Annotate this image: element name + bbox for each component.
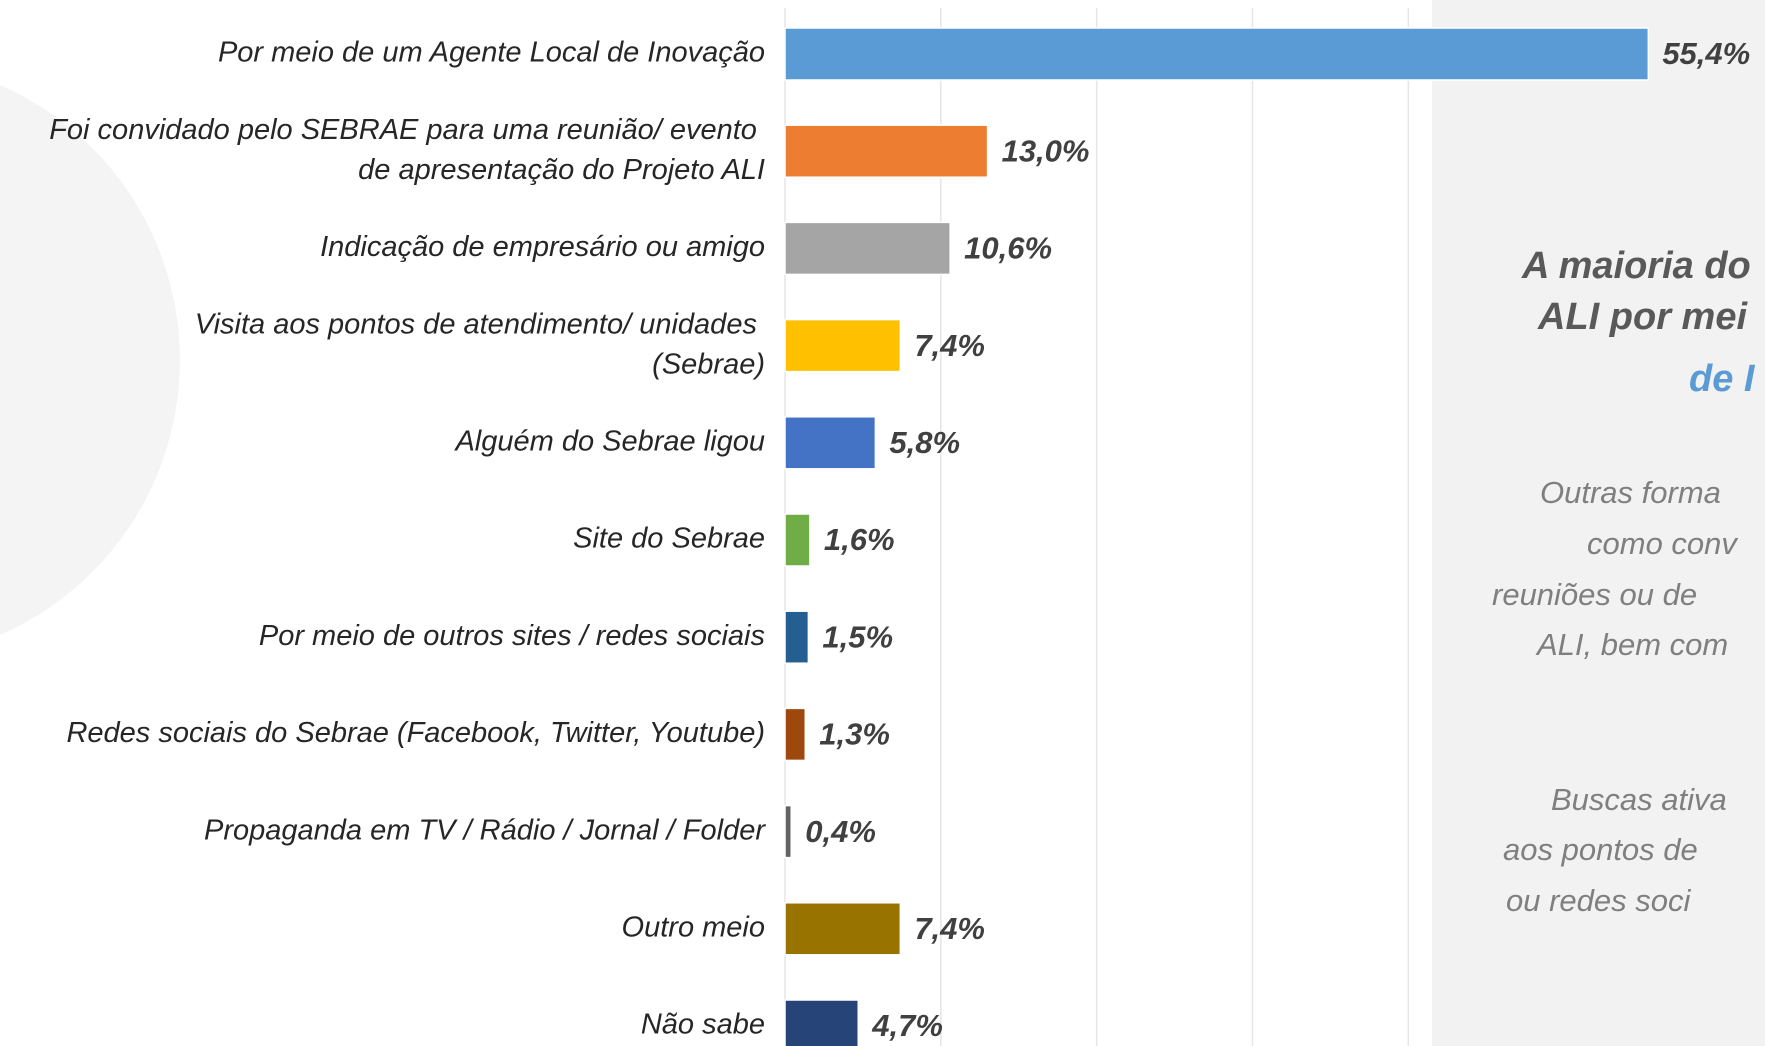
data-label: 1,6%: [824, 522, 895, 557]
bar: [784, 707, 807, 762]
data-label: 10,6%: [964, 231, 1052, 266]
side-panel: [1432, 0, 1765, 1046]
annotation-line: ALI, bem com: [1535, 627, 1728, 662]
bar: [784, 416, 877, 470]
data-label: 0,4%: [805, 814, 876, 849]
category-label: Site do Sebrae: [573, 523, 765, 555]
category-label: Por meio de outros sites / redes sociais: [259, 620, 765, 652]
category-label: Indicação de empresário ou amigo: [320, 231, 765, 263]
annotation-line: aos pontos de: [1503, 832, 1698, 867]
data-label: 55,4%: [1662, 36, 1750, 71]
annotation-line: Outras forma: [1540, 475, 1721, 510]
data-label: 1,5%: [822, 619, 893, 654]
data-label: 5,8%: [889, 425, 960, 460]
bar: [784, 804, 792, 859]
category-label: Foi convidado pelo SEBRAE para uma reuni…: [49, 114, 765, 186]
category-label: Não sabe: [641, 1009, 765, 1041]
data-label: 1,3%: [819, 717, 890, 752]
annotation-line: ou redes soci: [1506, 883, 1691, 918]
bar: [784, 610, 810, 664]
bar: [784, 124, 989, 178]
annotation-line: reuniões ou de: [1492, 577, 1697, 612]
category-label: Outro meio: [622, 911, 765, 943]
category-label: Visita aos pontos de atendimento/ unidad…: [195, 308, 765, 380]
annotation-line: ALI por mei: [1537, 296, 1748, 338]
category-label: Propaganda em TV / Rádio / Jornal / Fold…: [204, 814, 766, 846]
bar: [784, 318, 902, 373]
bar: [784, 902, 902, 956]
annotation-line: A maioria do: [1521, 245, 1751, 287]
bar: [784, 999, 859, 1046]
bar: [784, 27, 1650, 81]
annotation-highlight: de I: [1689, 358, 1756, 400]
bar: [784, 221, 951, 276]
data-label: 7,4%: [914, 328, 985, 363]
data-label: 13,0%: [1002, 133, 1090, 168]
gear-decoration: [0, 85, 180, 635]
data-label: 4,7%: [871, 1008, 943, 1043]
bar: [784, 513, 811, 567]
category-label: Por meio de um Agente Local de Inovação: [218, 37, 765, 69]
annotation-line: Buscas ativa: [1551, 782, 1727, 817]
data-label: 7,4%: [914, 911, 985, 946]
category-label: Redes sociais do Sebrae (Facebook, Twitt…: [66, 717, 765, 749]
annotation-line: como conv: [1587, 526, 1738, 561]
category-label: Alguém do Sebrae ligou: [453, 425, 765, 457]
